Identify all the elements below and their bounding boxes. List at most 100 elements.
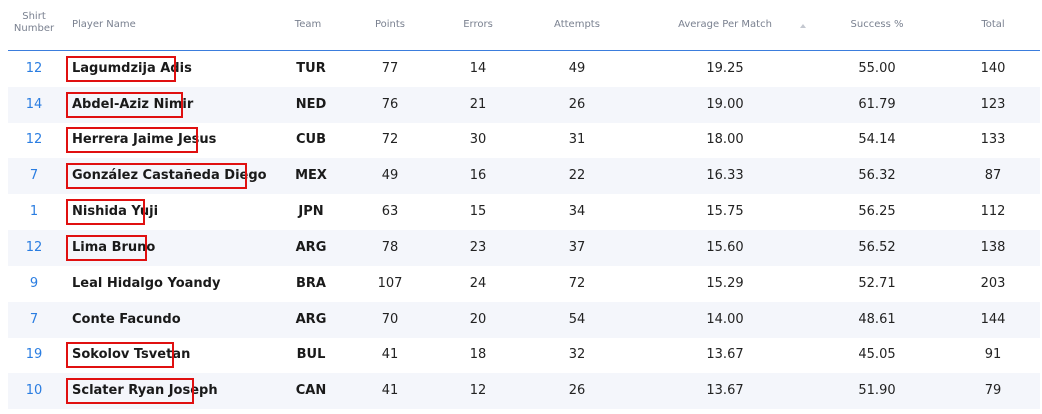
highlight-box (66, 235, 147, 261)
total-cell: 140 (980, 61, 1006, 76)
points-cell: 70 (381, 312, 399, 327)
shirt-number-cell: 10 (25, 383, 43, 398)
attempts-cell: 26 (568, 97, 586, 112)
average-per-match-cell: 19.25 (706, 61, 744, 76)
points-cell: 49 (381, 168, 399, 183)
sort-up-icon[interactable] (800, 24, 806, 28)
table-row[interactable]: 19 Sokolov Tsvetan BUL 41 18 32 13.67 45.05 91 (8, 337, 1040, 373)
points-cell: 63 (381, 204, 399, 219)
team-cell: ARG (295, 240, 327, 255)
points-cell: 107 (377, 276, 403, 291)
shirt-number-cell: 9 (29, 276, 39, 291)
errors-cell: 23 (469, 240, 487, 255)
success-percent-cell: 56.52 (858, 240, 896, 255)
average-per-match-cell: 15.75 (706, 204, 744, 219)
team-cell: MEX (295, 168, 327, 183)
attempts-cell: 72 (568, 276, 586, 291)
success-percent-cell: 55.00 (858, 61, 896, 76)
highlight-box (66, 199, 145, 225)
header-points[interactable]: Points (374, 19, 406, 30)
header-success-percent[interactable]: Success % (850, 19, 904, 30)
team-cell: CUB (295, 132, 326, 147)
attempts-cell: 54 (568, 312, 586, 327)
player-name-cell[interactable]: Lima Bruno (72, 240, 156, 255)
table-row[interactable]: 12 Herrera Jaime Jesus CUB 72 30 31 18.00 54.14… (8, 122, 1040, 158)
player-name-cell[interactable]: Herrera Jaime Jesus (72, 132, 217, 147)
success-percent-cell: 45.05 (858, 347, 896, 362)
table-row[interactable]: 10 Sclater Ryan Joseph CAN 41 12 26 13.67 51.90… (8, 373, 1040, 409)
total-cell: 133 (980, 132, 1006, 147)
player-name-cell[interactable]: Nishida Yuji (72, 204, 159, 219)
header-player-name[interactable]: Player Name (72, 19, 136, 30)
attempts-cell: 22 (568, 168, 586, 183)
errors-cell: 30 (469, 132, 487, 147)
player-name-cell[interactable]: Lagumdzija Adis (72, 61, 192, 76)
header-attempts[interactable]: Attempts (554, 19, 600, 30)
shirt-number-cell: 1 (29, 204, 39, 219)
header-team[interactable]: Team (294, 19, 322, 30)
success-percent-cell: 61.79 (858, 97, 896, 112)
average-per-match-cell: 19.00 (706, 97, 744, 112)
success-percent-cell: 56.32 (858, 168, 896, 183)
team-cell: NED (295, 97, 327, 112)
total-cell: 87 (984, 168, 1002, 183)
total-cell: 138 (980, 240, 1006, 255)
player-name-cell[interactable]: Leal Hidalgo Yoandy (72, 276, 221, 291)
table-row[interactable]: 12 Lima Bruno ARG 78 23 37 15.60 56.52 138 (8, 230, 1040, 266)
success-percent-cell: 51.90 (858, 383, 896, 398)
player-name-cell[interactable]: Conte Facundo (72, 312, 181, 327)
shirt-number-cell: 7 (29, 168, 39, 183)
player-name-cell[interactable]: Abdel-Aziz Nimir (72, 97, 194, 112)
total-cell: 203 (980, 276, 1006, 291)
player-name-cell[interactable]: Sclater Ryan Joseph (72, 383, 218, 398)
highlight-box (66, 378, 194, 404)
points-cell: 41 (381, 383, 399, 398)
highlight-box (66, 163, 247, 189)
team-cell: ARG (295, 312, 327, 327)
average-per-match-cell: 13.67 (706, 383, 744, 398)
average-per-match-cell: 18.00 (706, 132, 744, 147)
errors-cell: 15 (469, 204, 487, 219)
table-row[interactable]: 9 Leal Hidalgo Yoandy BRA 107 24 72 15.29 52.71… (8, 266, 1040, 302)
shirt-number-cell: 12 (25, 240, 43, 255)
shirt-number-cell: 14 (25, 97, 43, 112)
shirt-number-cell: 12 (25, 61, 43, 76)
team-cell: BRA (296, 276, 326, 291)
table-row[interactable]: 7 González Castañeda Diego MEX 49 16 22 16.33 5… (8, 158, 1040, 194)
header-shirt-number[interactable]: Shirt Number (13, 11, 55, 34)
table-row[interactable]: 1 Nishida Yuji JPN 63 15 34 15.75 56.25 112 (8, 194, 1040, 230)
attempts-cell: 32 (568, 347, 586, 362)
header-errors[interactable]: Errors (463, 19, 493, 30)
header-total[interactable]: Total (981, 19, 1005, 30)
points-cell: 77 (381, 61, 399, 76)
highlight-box (66, 342, 174, 368)
average-per-match-cell: 14.00 (706, 312, 744, 327)
attempts-cell: 49 (568, 61, 586, 76)
success-percent-cell: 52.71 (858, 276, 896, 291)
points-cell: 72 (381, 132, 399, 147)
attempts-cell: 34 (568, 204, 586, 219)
errors-cell: 20 (469, 312, 487, 327)
header-average-per-match[interactable]: Average Per Match (678, 19, 772, 30)
errors-cell: 21 (469, 97, 487, 112)
highlight-box (66, 127, 198, 153)
team-cell: BUL (296, 347, 326, 362)
shirt-number-cell: 12 (25, 132, 43, 147)
errors-cell: 18 (469, 347, 487, 362)
total-cell: 144 (980, 312, 1006, 327)
table-row[interactable]: 12 Lagumdzija Adis TUR 77 14 49 19.25 55.00 140 (8, 51, 1040, 87)
attempts-cell: 37 (568, 240, 586, 255)
table-row[interactable]: 14 Abdel-Aziz Nimir NED 76 21 26 19.00 61.79 123 (8, 87, 1040, 123)
errors-cell: 14 (469, 61, 487, 76)
attempts-cell: 31 (568, 132, 586, 147)
points-cell: 78 (381, 240, 399, 255)
header-divider (8, 50, 1040, 51)
average-per-match-cell: 13.67 (706, 347, 744, 362)
success-percent-cell: 56.25 (858, 204, 896, 219)
team-cell: JPN (298, 204, 324, 219)
player-name-cell[interactable]: González Castañeda Diego (72, 168, 267, 183)
attempts-cell: 26 (568, 383, 586, 398)
errors-cell: 12 (469, 383, 487, 398)
player-name-cell[interactable]: Sokolov Tsvetan (72, 347, 191, 362)
table-row[interactable]: 7 Conte Facundo ARG 70 20 54 14.00 48.61 144 (8, 302, 1040, 338)
